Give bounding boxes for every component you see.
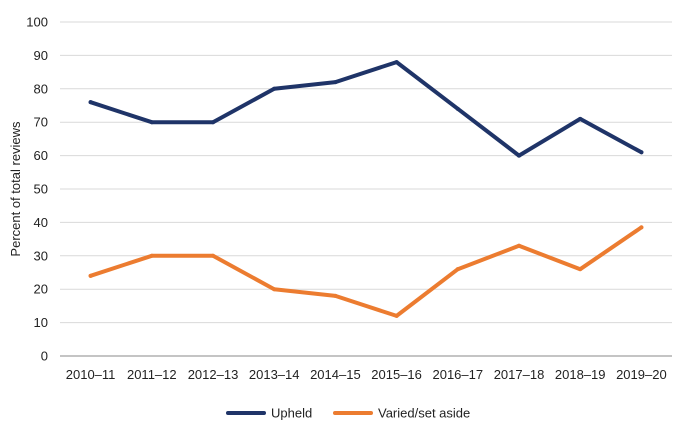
data-point xyxy=(394,313,399,318)
x-tick-label: 2013–14 xyxy=(249,367,300,382)
legend-label: Varied/set aside xyxy=(378,406,470,421)
data-point xyxy=(455,106,460,111)
y-tick-label: 40 xyxy=(34,215,48,230)
data-point xyxy=(272,86,277,91)
y-tick-label: 100 xyxy=(26,15,48,30)
legend: Upheld Varied/set aside xyxy=(226,406,470,421)
data-point xyxy=(639,225,644,230)
data-point xyxy=(333,293,338,298)
y-axis: 0 10 20 30 40 50 60 70 80 90 100 xyxy=(26,15,48,364)
x-axis: 2010–11 2011–12 2012–13 2013–14 2014–15 2015–… xyxy=(66,367,667,382)
x-tick-label: 2018–19 xyxy=(555,367,606,382)
y-tick-label: 80 xyxy=(34,81,48,96)
y-tick-label: 20 xyxy=(34,282,48,297)
y-tick-label: 0 xyxy=(41,349,48,364)
data-point xyxy=(455,267,460,272)
series-line-varied-set-aside xyxy=(88,225,644,318)
data-point xyxy=(149,253,154,258)
x-tick-label: 2016–17 xyxy=(432,367,483,382)
x-tick-label: 2014–15 xyxy=(310,367,361,382)
data-point xyxy=(578,116,583,121)
x-tick-label: 2010–11 xyxy=(66,367,116,382)
data-point xyxy=(88,273,93,278)
data-point xyxy=(517,243,521,248)
x-tick-label: 2019–20 xyxy=(616,367,667,382)
data-point xyxy=(517,153,521,158)
data-point xyxy=(394,60,399,65)
y-tick-label: 10 xyxy=(34,315,48,330)
x-tick-label: 2017–18 xyxy=(494,367,545,382)
x-tick-label: 2015–16 xyxy=(371,367,422,382)
data-point xyxy=(149,120,154,125)
y-tick-label: 60 xyxy=(34,148,48,163)
y-tick-label: 90 xyxy=(34,48,48,63)
data-point xyxy=(211,120,215,125)
y-tick-label: 70 xyxy=(34,115,48,130)
y-tick-label: 50 xyxy=(34,182,48,197)
data-point xyxy=(88,100,93,105)
x-tick-label: 2012–13 xyxy=(188,367,239,382)
data-point xyxy=(272,287,277,292)
data-point xyxy=(211,253,215,258)
data-point xyxy=(578,267,583,272)
x-tick-label: 2011–12 xyxy=(127,367,177,382)
series-line-upheld xyxy=(88,60,644,158)
data-point xyxy=(333,80,338,85)
gridlines xyxy=(60,21,672,357)
data-point xyxy=(639,150,644,155)
legend-label: Upheld xyxy=(271,406,312,421)
y-tick-label: 30 xyxy=(34,248,48,263)
y-axis-label: Percent of total reviews xyxy=(8,121,23,257)
series-lines xyxy=(88,60,644,318)
